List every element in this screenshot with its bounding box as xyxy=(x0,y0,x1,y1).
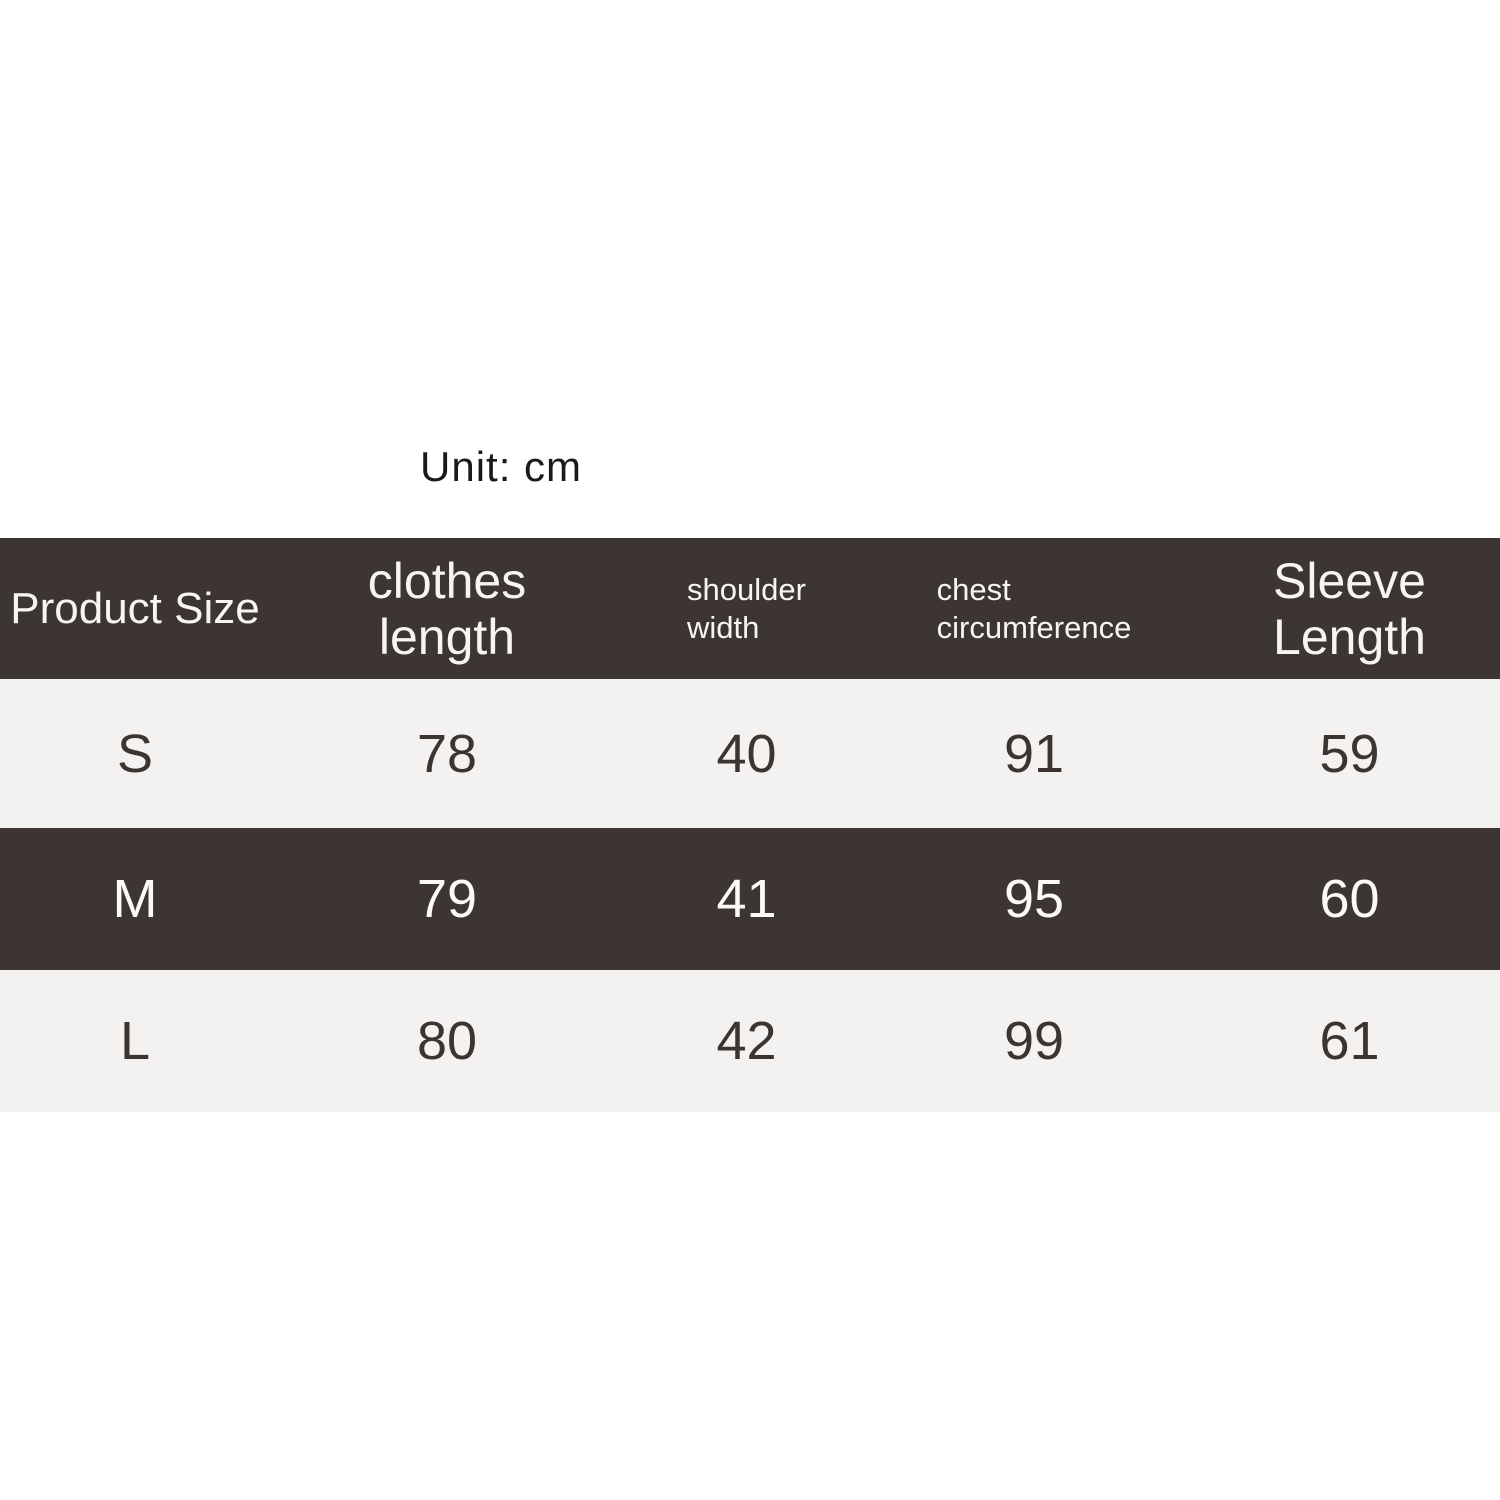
column-header-shoulder-width-line1: shoulder xyxy=(687,572,806,608)
size-cell: S xyxy=(116,723,154,784)
column-header-shoulder-width: shoulder width xyxy=(624,538,869,679)
chest-circumference-cell: 95 xyxy=(1003,869,1065,929)
column-header-product-size: Product Size xyxy=(0,538,270,679)
column-header-shoulder-width-line2: width xyxy=(687,609,760,645)
clothes-length-cell: 80 xyxy=(416,1011,478,1071)
table-row-size-s: S 78 40 91 59 xyxy=(0,679,1500,828)
size-cell: M xyxy=(112,869,158,929)
table-row-size-m: M 79 41 95 60 xyxy=(0,828,1500,970)
column-header-clothes-length-line2: length xyxy=(378,608,516,665)
column-header-chest-circumference: chest circumference xyxy=(869,538,1199,679)
chest-circumference-cell: 91 xyxy=(1003,723,1065,784)
column-header-clothes-length-line1: clothes xyxy=(367,552,527,609)
shoulder-width-cell: 42 xyxy=(716,1011,777,1071)
sleeve-length-cell: 61 xyxy=(1319,1011,1380,1071)
column-header-chest-circumference-line1: chest xyxy=(936,572,1011,608)
clothes-length-cell: 79 xyxy=(416,869,478,929)
unit-label: Unit: cm xyxy=(420,443,583,490)
sleeve-length-cell: 59 xyxy=(1319,723,1380,784)
size-cell: L xyxy=(119,1011,151,1071)
column-header-clothes-length: clothes length xyxy=(270,538,624,679)
shoulder-width-cell: 40 xyxy=(716,723,777,784)
chest-circumference-cell: 99 xyxy=(1003,1011,1065,1071)
size-table: Product Size clothes length shoulder wid… xyxy=(0,538,1500,1112)
table-header-row: Product Size clothes length shoulder wid… xyxy=(0,538,1500,679)
column-header-sleeve-length: Sleeve Length xyxy=(1199,538,1500,679)
table-row-size-l: L 80 42 99 61 xyxy=(0,970,1500,1112)
column-header-sleeve-length-line2: Length xyxy=(1273,608,1426,665)
column-header-product-size-label: Product Size xyxy=(10,583,260,633)
column-header-chest-circumference-line2: circumference xyxy=(936,609,1132,645)
shoulder-width-cell: 41 xyxy=(716,869,777,929)
sleeve-length-cell: 60 xyxy=(1319,869,1380,929)
column-header-sleeve-length-line1: Sleeve xyxy=(1273,552,1426,609)
clothes-length-cell: 78 xyxy=(416,723,478,784)
